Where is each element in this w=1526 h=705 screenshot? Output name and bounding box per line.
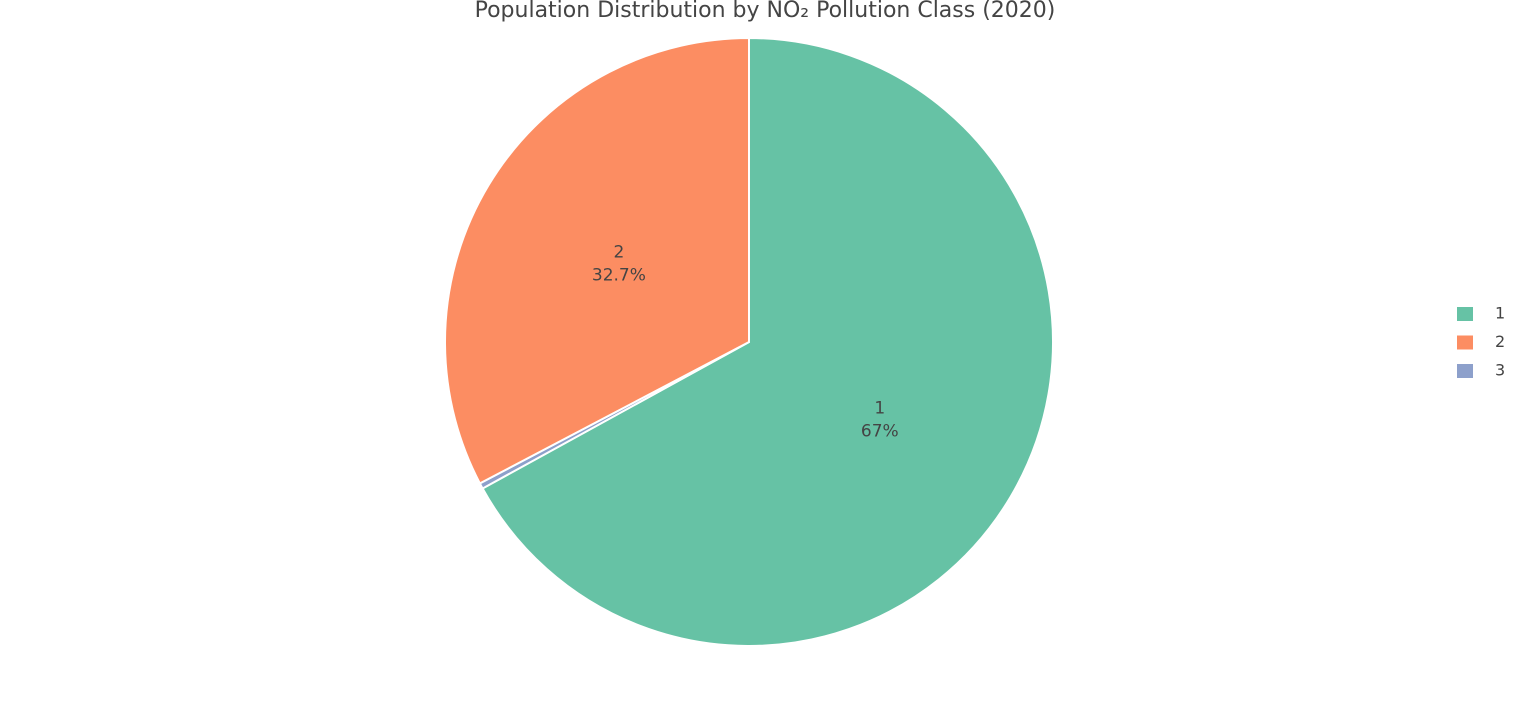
pie-slice bbox=[481, 36, 1054, 647]
legend-swatch bbox=[1457, 335, 1473, 350]
slice-value-label: 67% bbox=[861, 421, 899, 441]
legend-label: 2 bbox=[1495, 332, 1505, 351]
slice-category-label: 1 bbox=[874, 398, 885, 418]
legend-swatch bbox=[1457, 307, 1473, 321]
pie-slice bbox=[444, 36, 750, 485]
legend-swatch bbox=[1457, 364, 1473, 378]
slice-value-label: 32.7% bbox=[592, 265, 646, 285]
legend-label: 3 bbox=[1495, 361, 1505, 380]
legend-label: 1 bbox=[1495, 304, 1505, 323]
chart-title: Population Distribution by NO₂ Pollution… bbox=[475, 0, 1056, 23]
slice-category-label: 2 bbox=[613, 242, 624, 262]
